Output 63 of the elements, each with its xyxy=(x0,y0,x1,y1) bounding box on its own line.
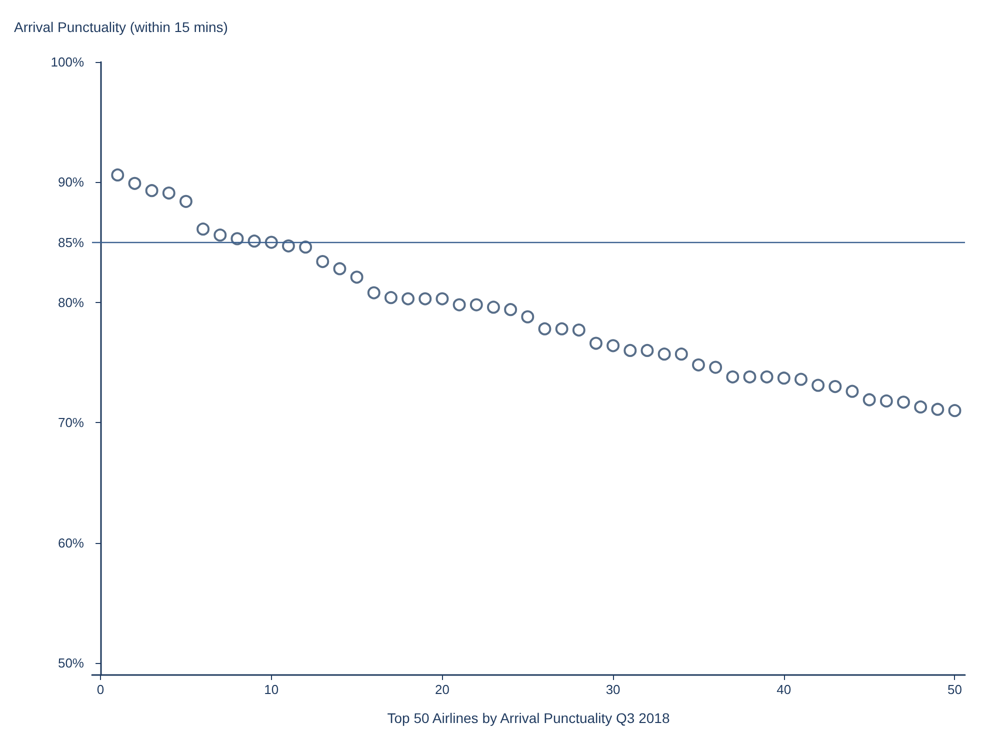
point xyxy=(452,298,466,312)
point xyxy=(111,168,124,182)
point xyxy=(299,240,312,254)
point xyxy=(538,322,552,336)
point xyxy=(572,324,586,337)
point xyxy=(436,292,449,306)
point xyxy=(504,303,518,316)
point xyxy=(145,184,158,198)
point xyxy=(606,339,620,352)
point xyxy=(880,394,893,408)
point xyxy=(282,239,295,252)
point xyxy=(812,378,825,392)
point xyxy=(402,292,415,306)
point xyxy=(948,404,962,418)
x-tick-label: 40 xyxy=(776,682,792,697)
y-tick-label: 100% xyxy=(50,54,84,70)
point xyxy=(555,322,568,336)
point xyxy=(486,300,500,314)
point xyxy=(846,384,859,398)
point xyxy=(521,310,534,324)
point xyxy=(470,298,483,312)
y-tick-label: 60% xyxy=(58,535,84,550)
y-tick-label: 90% xyxy=(58,174,84,190)
point xyxy=(179,194,192,208)
x-tick-label: 50 xyxy=(948,682,962,697)
point xyxy=(230,232,244,246)
y-axis-title: Arrival Punctuality (within 15 mins) xyxy=(14,19,228,35)
point xyxy=(743,370,756,384)
y-tick-label: 85% xyxy=(58,234,84,250)
point xyxy=(196,222,210,236)
point xyxy=(777,372,790,385)
y-tick-label: 70% xyxy=(58,415,84,430)
x-tick-label: 0 xyxy=(96,682,104,697)
point xyxy=(384,291,398,304)
x-tick-label: 10 xyxy=(264,682,279,697)
point xyxy=(674,348,688,361)
y-tick-label: 50% xyxy=(58,655,84,670)
point xyxy=(640,344,654,357)
point xyxy=(692,358,705,372)
x-axis-title: Top 50 Airlines by Arrival Punctuality Q3 2018 xyxy=(387,710,670,726)
x-tick-label: 20 xyxy=(434,682,450,697)
point xyxy=(162,186,176,200)
point xyxy=(128,176,142,190)
point xyxy=(726,370,740,384)
point xyxy=(658,348,671,361)
point xyxy=(931,402,944,416)
point xyxy=(794,372,808,386)
x-tick-label: 30 xyxy=(606,682,620,697)
point xyxy=(418,292,432,306)
point xyxy=(760,370,774,384)
point xyxy=(862,393,876,406)
y-tick-label: 80% xyxy=(58,294,84,310)
point xyxy=(316,255,330,268)
point xyxy=(897,396,910,409)
point xyxy=(914,400,928,414)
point xyxy=(624,344,637,357)
point xyxy=(333,262,346,276)
point xyxy=(709,360,722,374)
point xyxy=(367,286,380,300)
point xyxy=(589,336,602,350)
point xyxy=(350,270,364,284)
point xyxy=(214,228,227,242)
point xyxy=(828,380,842,394)
